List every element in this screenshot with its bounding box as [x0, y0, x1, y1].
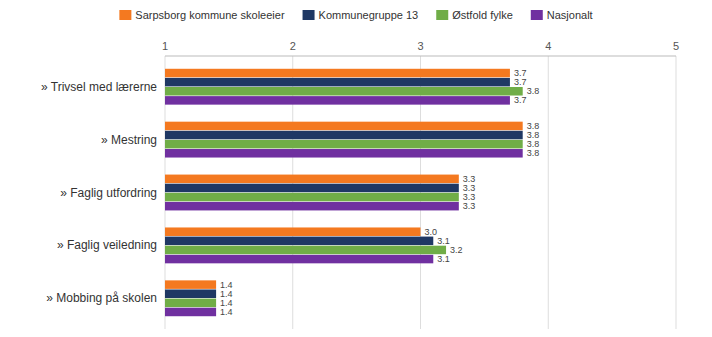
labels: 3.73.83.33.01.43.73.83.33.11.43.83.83.33…	[220, 68, 539, 317]
data-label: 1.4	[220, 307, 233, 317]
bar	[165, 193, 459, 202]
legend-label: Nasjonalt	[547, 9, 593, 21]
bar	[165, 87, 523, 96]
legend-swatch	[119, 10, 131, 20]
legend-swatch	[436, 10, 448, 20]
bar	[165, 308, 216, 317]
data-label: 3.0	[425, 227, 438, 237]
bar	[165, 246, 446, 255]
data-label: 3.8	[527, 86, 540, 96]
bar	[165, 69, 510, 78]
legend-label: Sarpsborg kommune skoleeier	[135, 9, 285, 21]
bar	[165, 96, 510, 105]
data-label: 3.7	[514, 77, 527, 87]
legend-item: Nasjonalt	[531, 9, 593, 21]
bar	[165, 78, 510, 87]
tick-label: 5	[673, 40, 679, 52]
tick-label: 3	[417, 40, 423, 52]
legend-item: Kommunegruppe 13	[303, 9, 419, 21]
bar	[165, 149, 523, 158]
bar	[165, 280, 216, 289]
legend-swatch	[531, 10, 543, 20]
bar	[165, 131, 523, 140]
category-label: » Faglig veiledning	[57, 238, 157, 252]
category-label: » Trivsel med lærerne	[41, 80, 157, 94]
bar	[165, 140, 523, 149]
axis-line	[165, 56, 676, 57]
bar	[165, 299, 216, 308]
data-label: 3.3	[463, 201, 476, 211]
data-label: 3.7	[514, 95, 527, 105]
grid-line	[676, 56, 677, 329]
legend-label: Kommunegruppe 13	[319, 9, 419, 21]
bar	[165, 237, 433, 246]
legend-label: Østfold fylke	[452, 9, 513, 21]
bars	[165, 69, 523, 316]
y-axis: » Trivsel med lærerne » Mestring » Faglig …	[41, 80, 157, 306]
tick-label: 2	[290, 40, 296, 52]
chart: Sarpsborg kommune skoleeier Kommunegruppe…	[0, 0, 712, 337]
bar	[165, 175, 459, 184]
tick-label: 4	[545, 40, 551, 52]
category-label: » Mobbing på skolen	[46, 291, 157, 305]
tick-label: 1	[162, 40, 168, 52]
data-label: 3.1	[437, 236, 450, 246]
legend-item: Østfold fylke	[436, 9, 513, 21]
category-label: » Faglig utfordring	[60, 186, 157, 200]
bar	[165, 227, 421, 236]
data-label: 3.1	[437, 254, 450, 264]
legend: Sarpsborg kommune skoleeier Kommunegruppe…	[119, 9, 592, 21]
bar	[165, 289, 216, 298]
bar	[165, 122, 523, 131]
bar	[165, 255, 433, 264]
data-label: 3.8	[527, 148, 540, 158]
grid-line	[548, 56, 549, 329]
bar	[165, 184, 459, 193]
legend-item: Sarpsborg kommune skoleeier	[119, 9, 285, 21]
data-label: 3.2	[450, 245, 463, 255]
x-axis: 1 2 3 4 5	[162, 40, 679, 329]
bar	[165, 202, 459, 211]
category-label: » Mestring	[101, 133, 157, 147]
legend-swatch	[303, 10, 315, 20]
